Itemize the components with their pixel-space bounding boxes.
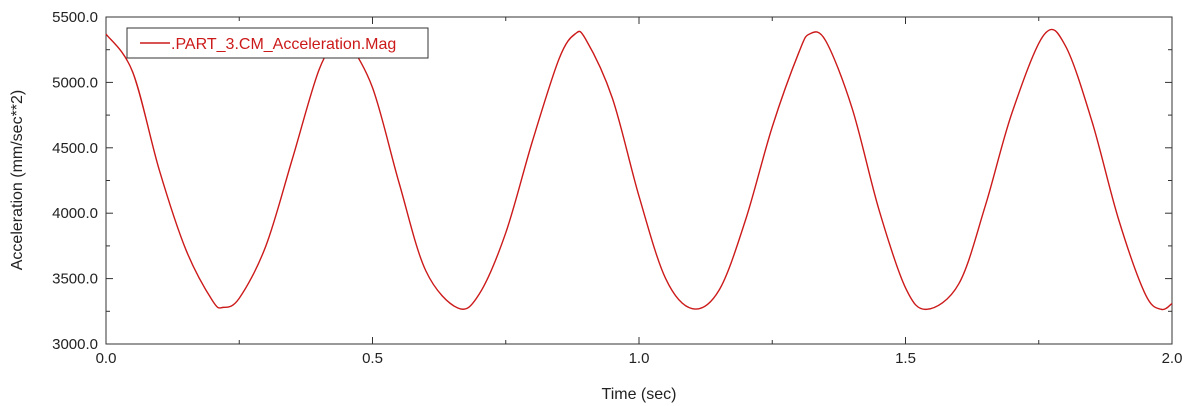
plot-area <box>105 16 1173 345</box>
x-tick-label: 0.0 <box>96 350 117 367</box>
series-line-part3-acceleration-mag <box>105 28 1173 311</box>
y-tick-label: 4000.0 <box>52 205 98 222</box>
y-tick-label: 5500.0 <box>52 9 98 26</box>
x-tick-label: 0.5 <box>362 350 383 367</box>
x-axis: 0.0 0.5 1.0 1.5 2.0 <box>96 17 1183 367</box>
y-tick-label: 4500.0 <box>52 140 98 157</box>
y-tick-label: 3000.0 <box>52 336 98 353</box>
y-axis: 3000.0 3500.0 4000.0 4500.0 5000.0 5500.0 <box>52 9 1172 353</box>
y-tick-label: 5000.0 <box>52 74 98 91</box>
x-tick-label: 1.5 <box>895 350 916 367</box>
y-tick-label: 3500.0 <box>52 271 98 288</box>
legend-box <box>126 27 429 59</box>
legend-label: .PART_3.CM_Acceleration.Mag <box>171 36 396 53</box>
y-axis-title: Acceleration (mm/sec**2) <box>9 90 26 271</box>
x-axis-title: Time (sec) <box>602 386 677 403</box>
minor-ticks <box>106 17 1172 344</box>
x-tick-label: 1.0 <box>629 350 650 367</box>
x-tick-label: 2.0 <box>1162 350 1183 367</box>
legend[interactable]: .PART_3.CM_Acceleration.Mag <box>126 27 429 59</box>
